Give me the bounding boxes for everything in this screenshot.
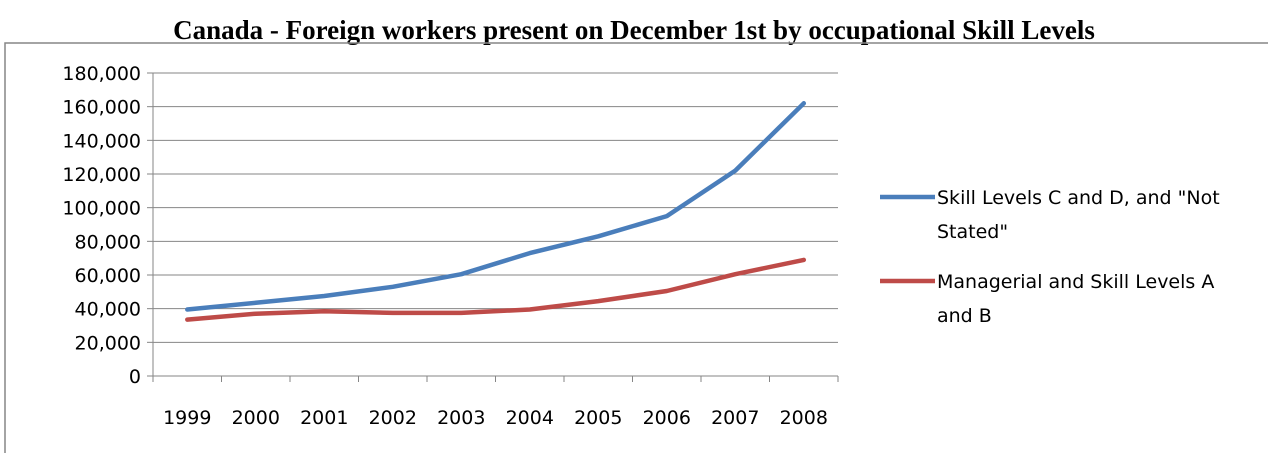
series-lines <box>185 101 807 322</box>
legend-label: Skill Levels C and D, and "Not <box>937 187 1220 209</box>
gridlines <box>153 72 838 343</box>
x-tick-label: 2007 <box>711 407 759 429</box>
legend-label: Stated" <box>937 221 1008 243</box>
x-tick-label: 2008 <box>780 407 828 429</box>
y-tick-label: 40,000 <box>75 299 141 321</box>
axes <box>147 72 839 382</box>
y-tick-label: 20,000 <box>75 332 141 354</box>
y-tick-label: 0 <box>129 366 141 388</box>
y-axis-tick-labels: 0 20,000 40,000 60,000 80,000 100,000 120,000 1… <box>62 63 141 388</box>
y-tick-label: 60,000 <box>75 265 141 287</box>
x-tick-label: 2003 <box>437 407 485 429</box>
x-tick-label: 2002 <box>369 407 417 429</box>
chart-title: Canada - Foreign workers present on Dece… <box>173 15 1095 45</box>
series-line-1 <box>185 101 807 312</box>
x-tick-label: 2006 <box>643 407 691 429</box>
y-tick-label: 180,000 <box>62 63 141 85</box>
x-tick-label: 2000 <box>232 407 280 429</box>
legend: Skill Levels C and D, and "Not Stated" Man… <box>880 187 1220 327</box>
x-tick-label: 2001 <box>300 407 348 429</box>
x-tick-label: 2005 <box>574 407 622 429</box>
y-tick-label: 80,000 <box>75 231 141 253</box>
y-tick-label: 160,000 <box>62 97 141 119</box>
series-line-2 <box>185 257 807 322</box>
x-axis-tick-labels: 1999 2000 2001 2002 2003 2004 2005 2006 2007 2008 <box>163 407 828 429</box>
legend-label: and B <box>937 305 992 327</box>
chart-frame <box>4 42 1268 453</box>
y-tick-label: 100,000 <box>62 198 141 220</box>
y-tick-label: 120,000 <box>62 164 141 186</box>
y-tick-label: 140,000 <box>62 130 141 152</box>
x-tick-label: 2004 <box>506 407 554 429</box>
x-tick-label: 1999 <box>163 407 211 429</box>
legend-label: Managerial and Skill Levels A <box>937 271 1214 293</box>
